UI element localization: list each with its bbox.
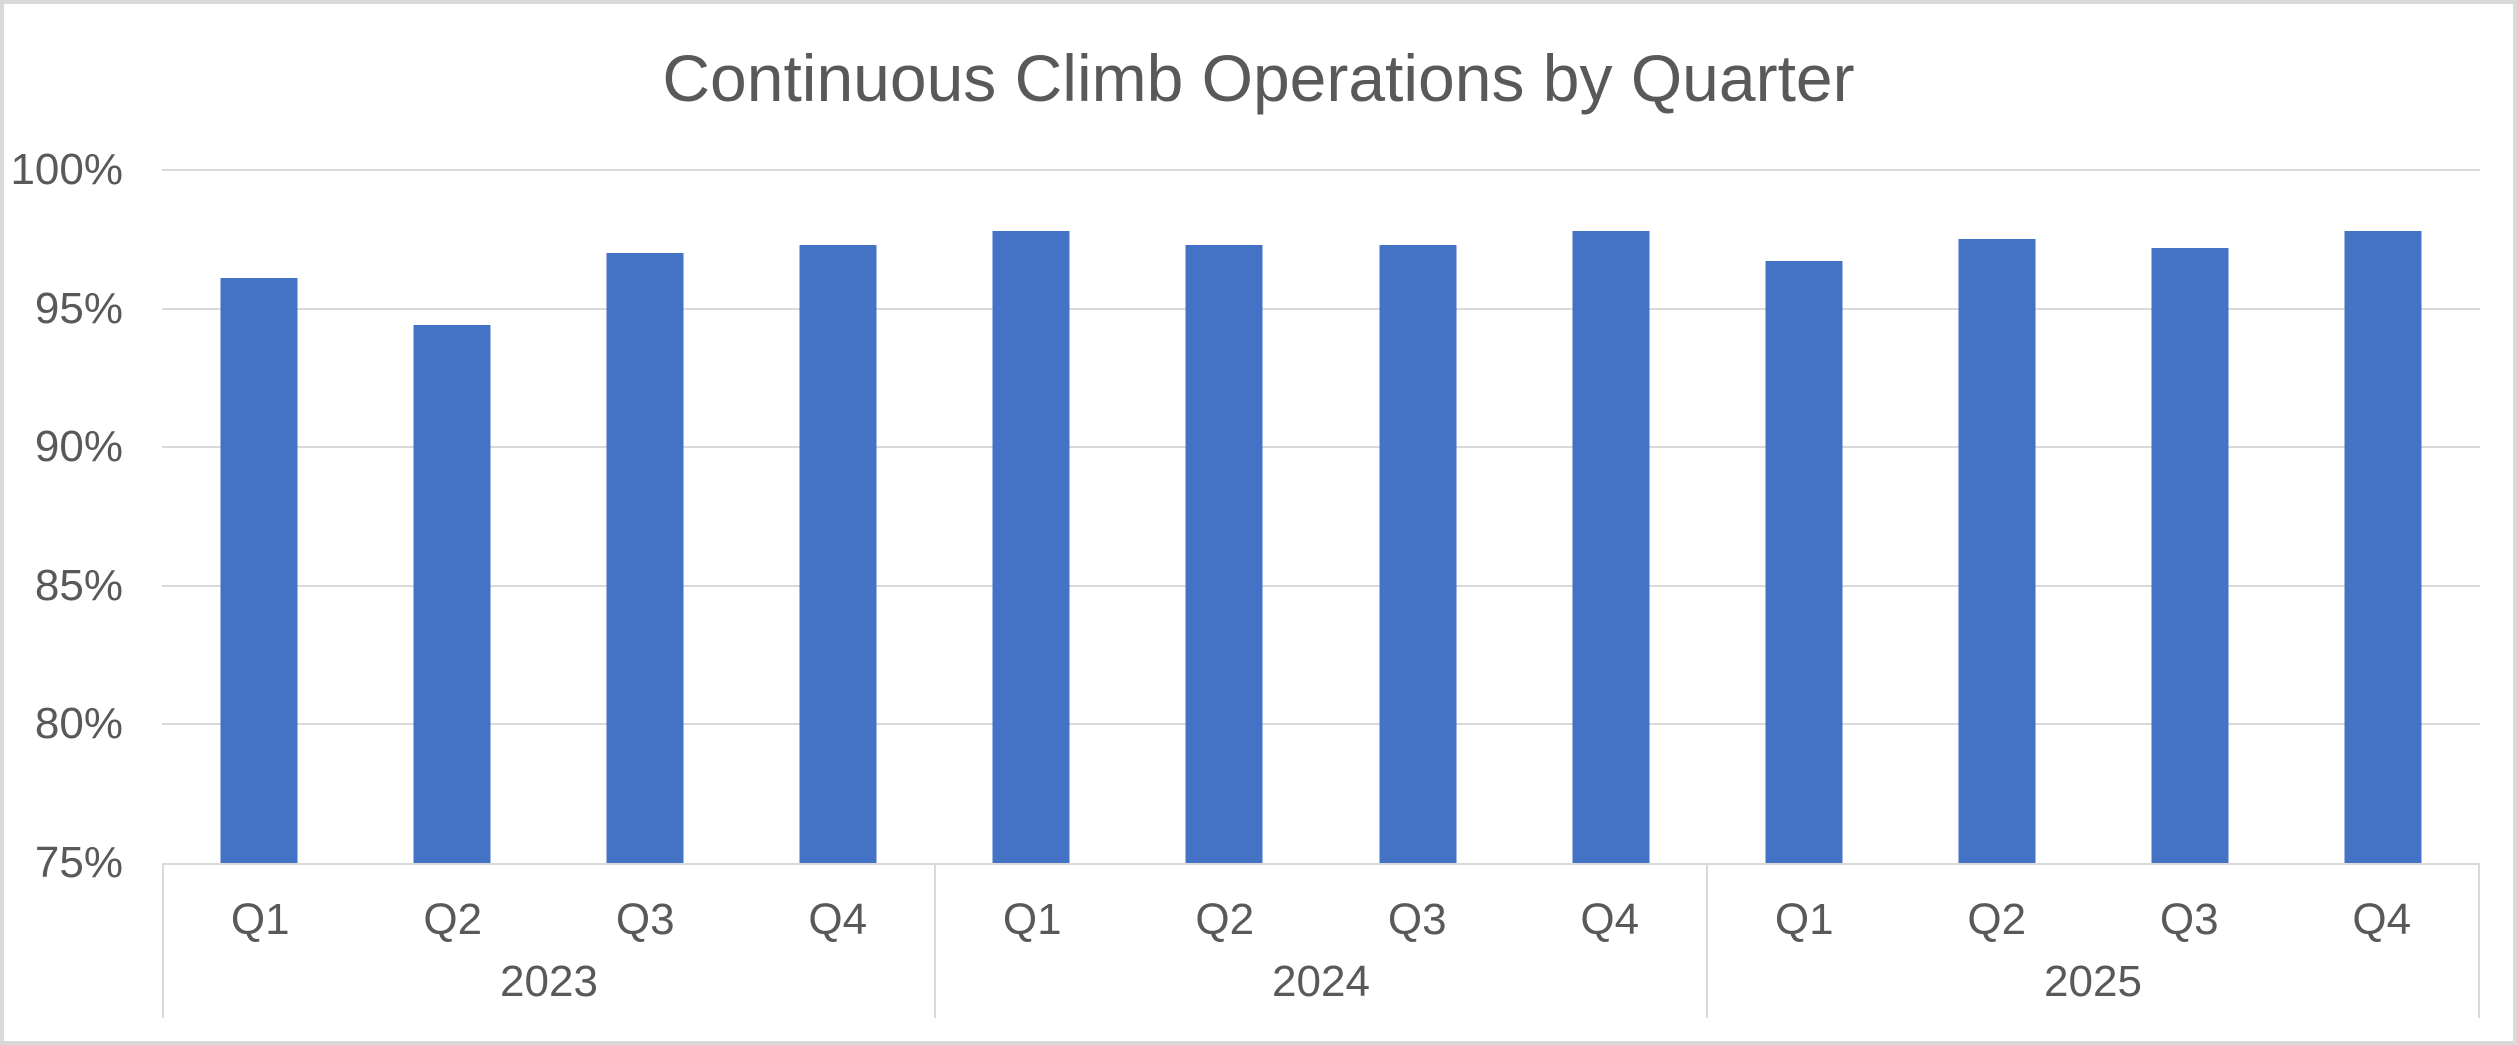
quarter-label: Q1: [1002, 894, 1062, 944]
bar: [1379, 244, 1457, 863]
quarter-label: Q3: [615, 894, 675, 944]
gridline: [162, 723, 2480, 726]
y-tick-label: 80%: [34, 699, 123, 749]
year-group: Q1 Q2 Q3 Q4 2024: [934, 865, 1706, 1018]
y-axis-labels: 75% 80% 85% 90% 95% 100%: [4, 148, 123, 885]
y-tick-label: 85%: [34, 560, 123, 610]
quarter-label: Q1: [230, 894, 290, 944]
quarter-label: Q3: [1387, 894, 1447, 944]
year-row: 2024: [936, 960, 1706, 1018]
bar: [1572, 230, 1650, 863]
year-group: Q1 Q2 Q3 Q4 2023: [162, 865, 934, 1018]
gridline: [162, 446, 2480, 449]
chart-title: Continuous Climb Operations by Quarter: [662, 41, 1855, 115]
bar: [2344, 230, 2422, 863]
bar: [799, 244, 877, 863]
plot-area: [162, 169, 2480, 863]
quarter-label: Q4: [808, 894, 868, 944]
gridline: [162, 169, 2480, 171]
year-group: Q1 Q2 Q3 Q4 2025: [1706, 865, 2478, 1018]
bar: [1185, 244, 1263, 863]
category-axis: Q1 Q2 Q3 Q4 2023 Q1 Q2 Q3 Q4 2024 Q1 Q2 Q3 Q4 2025: [162, 863, 2480, 1018]
y-tick-label: 95%: [34, 283, 123, 333]
quarter-label: Q2: [1195, 894, 1255, 944]
bar: [413, 325, 491, 863]
quarter-label: Q2: [1967, 894, 2027, 944]
y-tick-label: 90%: [34, 422, 123, 472]
y-tick-label: 75%: [34, 838, 123, 887]
quarter-label: Q3: [2159, 894, 2219, 944]
quarter-row: Q1 Q2 Q3 Q4: [1708, 865, 2478, 960]
bar: [1765, 261, 1843, 863]
quarter-label: Q4: [1580, 894, 1640, 944]
gridline: [162, 307, 2480, 310]
y-tick-label: 100%: [10, 145, 123, 194]
year-row: 2023: [164, 960, 934, 1018]
year-label: 2023: [500, 957, 598, 1006]
bar: [220, 278, 298, 863]
year-label: 2024: [1272, 957, 1370, 1006]
bar: [2151, 247, 2229, 863]
quarter-label: Q2: [423, 894, 483, 944]
bar: [1958, 239, 2036, 863]
year-row: 2025: [1708, 960, 2478, 1018]
bar: [992, 230, 1070, 863]
year-label: 2025: [2044, 957, 2142, 1006]
bar: [606, 253, 684, 863]
quarter-label: Q4: [2352, 894, 2412, 944]
quarter-label: Q1: [1774, 894, 1834, 944]
quarter-row: Q1 Q2 Q3 Q4: [164, 865, 934, 960]
gridline: [162, 584, 2480, 587]
quarter-row: Q1 Q2 Q3 Q4: [936, 865, 1706, 960]
